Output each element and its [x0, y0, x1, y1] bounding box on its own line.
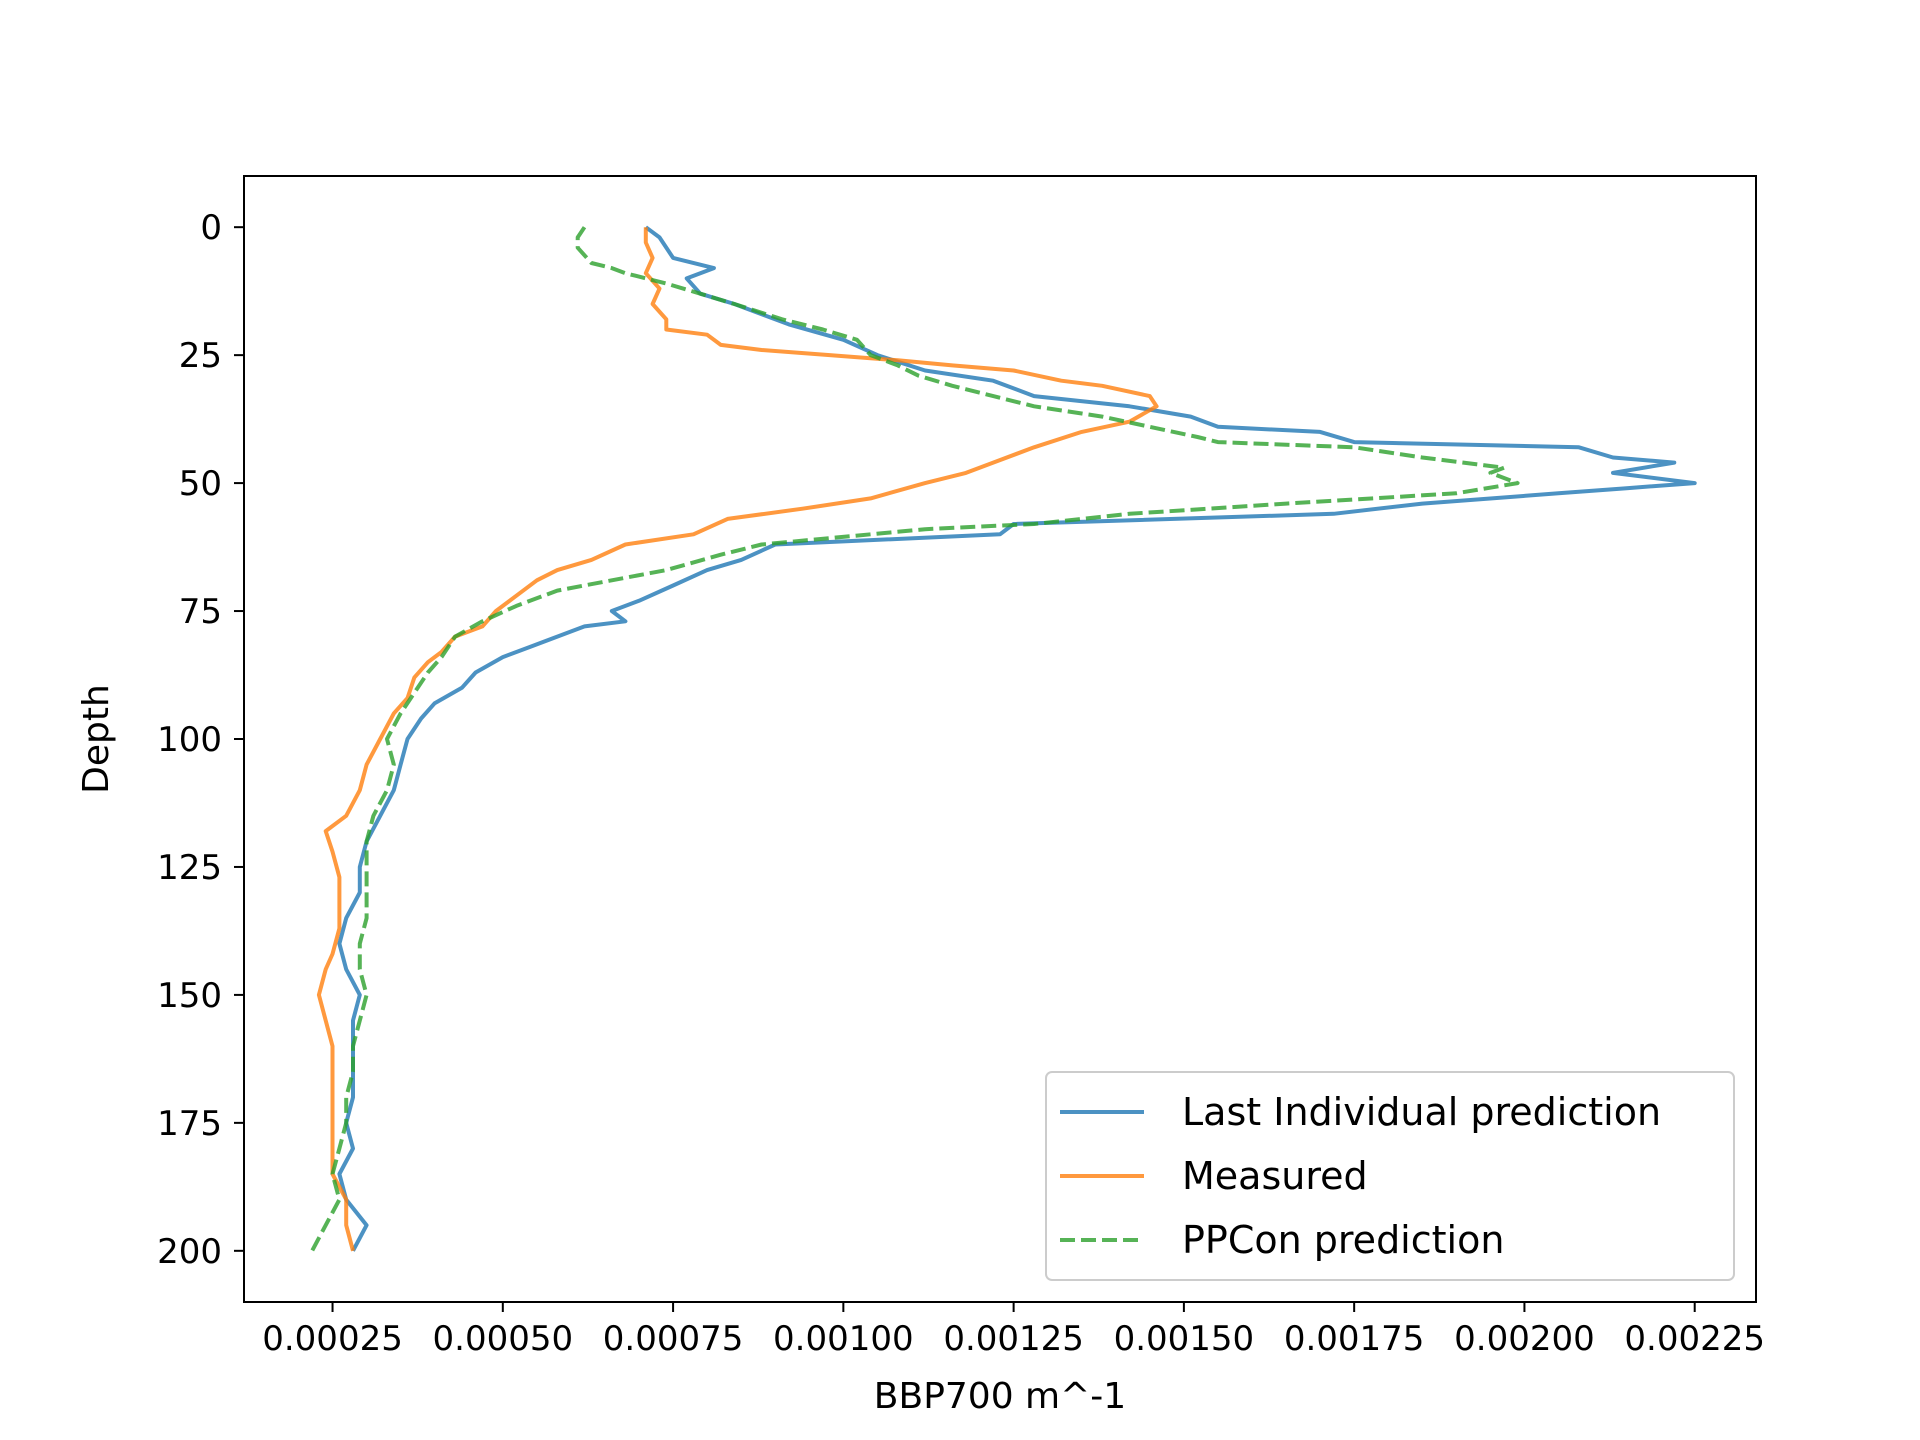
legend-label-2: PPCon prediction: [1182, 1218, 1504, 1262]
x-tick-label: 0.00225: [1624, 1319, 1765, 1359]
x-axis: 0.00025 0.00050 0.00075 0.00100 0.00125 0.001…: [262, 1302, 1765, 1359]
series-layer: [310, 225, 1697, 1252]
legend-label-0: Last Individual prediction: [1182, 1090, 1661, 1134]
x-tick-label: 0.00050: [433, 1319, 574, 1359]
y-tick-label: 0: [200, 208, 222, 248]
y-tick-label: 200: [157, 1232, 222, 1272]
y-tick-label: 75: [179, 592, 222, 632]
y-tick-label: 175: [157, 1104, 222, 1144]
x-tick-label: 0.00150: [1114, 1319, 1255, 1359]
x-tick-label: 0.00200: [1454, 1319, 1595, 1359]
x-tick-label: 0.00100: [773, 1319, 914, 1359]
x-tick-label: 0.00175: [1284, 1319, 1425, 1359]
x-tick-label: 0.00075: [603, 1319, 744, 1359]
series-line-2: [310, 226, 1520, 1252]
y-tick-label: 100: [157, 720, 222, 760]
x-axis-label: BBP700 m^-1: [874, 1376, 1126, 1417]
y-axis-label: Depth: [76, 684, 117, 794]
x-tick-label: 0.00025: [262, 1319, 403, 1359]
y-tick-label: 150: [157, 976, 222, 1016]
series-line-1: [316, 227, 1159, 1252]
x-tick-label: 0.00125: [943, 1319, 1084, 1359]
y-tick-label: 125: [157, 848, 222, 888]
legend: Last Individual prediction Measured PPCon …: [1045, 1071, 1735, 1281]
y-tick-label: 25: [179, 336, 222, 376]
legend-box: [1045, 1071, 1735, 1281]
y-axis: 0 25 50 75 100 125 150 175 200: [157, 208, 244, 1272]
series-line-0: [337, 225, 1697, 1252]
y-tick-label: 50: [179, 464, 222, 504]
legend-label-1: Measured: [1182, 1154, 1368, 1198]
